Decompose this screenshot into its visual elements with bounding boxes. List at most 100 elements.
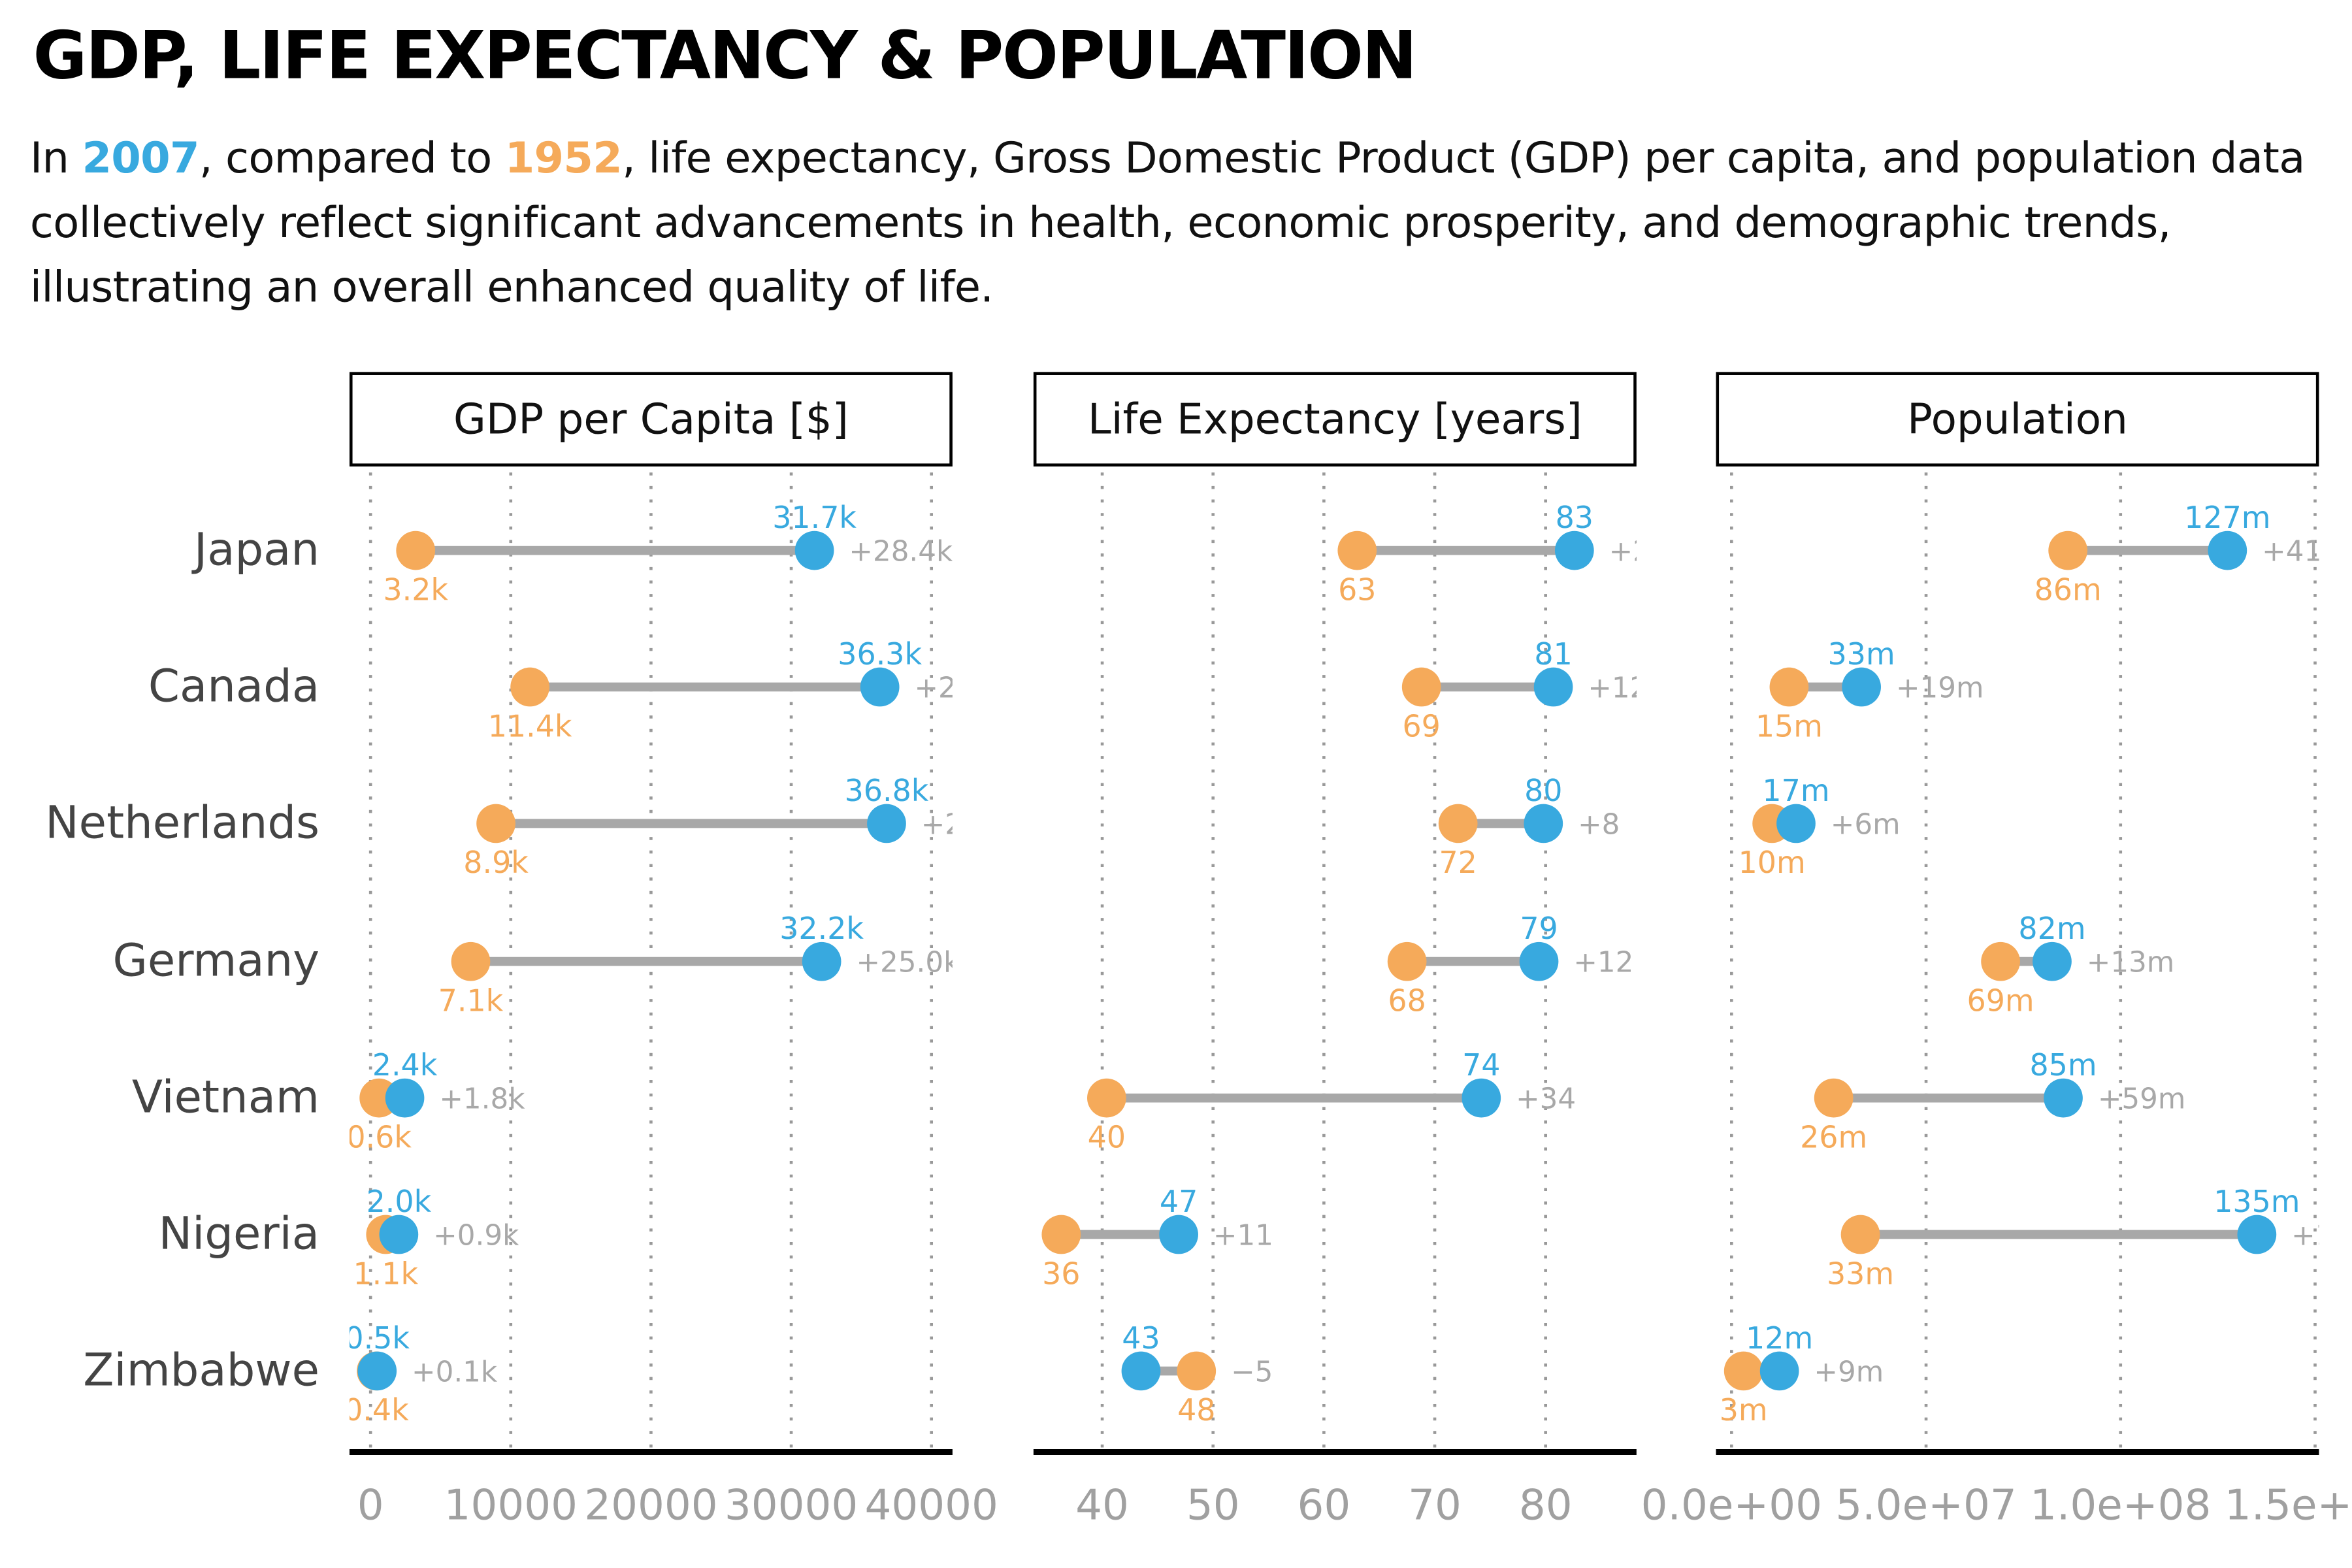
delta-label: +11 bbox=[1213, 1220, 1273, 1252]
value-label-2007: 36.8k bbox=[845, 773, 929, 808]
dot-1952 bbox=[1387, 941, 1427, 981]
delta-label: +41m bbox=[2262, 536, 2350, 568]
value-label-2007: 36.3k bbox=[838, 636, 922, 672]
dot-2007 bbox=[379, 1215, 419, 1254]
x-tick-label: 80 bbox=[1519, 1481, 1573, 1530]
panel-title-gdp: GDP per Capita [$] bbox=[349, 372, 953, 467]
dot-1952 bbox=[1840, 1215, 1880, 1254]
value-label-2007: 33m bbox=[1828, 636, 1895, 672]
delta-label: +20 bbox=[1609, 536, 1669, 568]
delta-label: +25.0k bbox=[856, 947, 960, 979]
panel-title-population: Population bbox=[1716, 372, 2319, 467]
delta-label: +102m bbox=[2291, 1220, 2352, 1252]
value-label-2007: 127m bbox=[2184, 500, 2270, 535]
value-label-2007: 32.2k bbox=[779, 911, 864, 946]
country-label: Nigeria bbox=[158, 1208, 320, 1261]
country-label: Germany bbox=[112, 935, 320, 988]
value-label-2007: 81 bbox=[1534, 636, 1572, 672]
x-tick-label: 40 bbox=[1075, 1481, 1129, 1530]
dot-1952 bbox=[1981, 941, 2020, 981]
x-tick-label: 0.0e+00 bbox=[1641, 1481, 1822, 1530]
value-label-1952: 1.1k bbox=[353, 1256, 418, 1291]
dot-2007 bbox=[1519, 941, 1559, 981]
delta-label: +6m bbox=[1831, 809, 1901, 841]
delta-label: +27.9k bbox=[921, 809, 1026, 841]
delta-label: +0.1k bbox=[412, 1356, 498, 1389]
year-2007-label: 2007 bbox=[82, 133, 199, 184]
value-label-2007: 47 bbox=[1160, 1184, 1198, 1219]
value-label-2007: 135m bbox=[2213, 1184, 2300, 1219]
subtitle-text: , compared to bbox=[199, 133, 505, 184]
delta-label: +25.0k bbox=[914, 672, 1019, 705]
subtitle-text: In bbox=[29, 133, 82, 184]
delta-label: +13m bbox=[2087, 947, 2175, 979]
value-label-1952: 0.4k bbox=[344, 1392, 409, 1428]
value-label-1952: 69m bbox=[1967, 983, 2034, 1018]
dot-1952 bbox=[1337, 531, 1377, 570]
delta-label: +19m bbox=[1896, 672, 1984, 705]
delta-label: +12 bbox=[1573, 947, 1633, 979]
dot-2007 bbox=[2208, 531, 2247, 570]
delta-label: +28.4k bbox=[849, 536, 953, 568]
dot-2007 bbox=[1759, 1351, 1799, 1391]
value-label-1952: 40 bbox=[1088, 1119, 1126, 1154]
x-tick-label: 70 bbox=[1408, 1481, 1462, 1530]
value-label-1952: 68 bbox=[1388, 983, 1426, 1018]
dot-1952 bbox=[476, 804, 515, 843]
chart-subtitle: In 2007, compared to 1952, life expectan… bbox=[30, 126, 2340, 319]
dot-1952 bbox=[1723, 1351, 1763, 1391]
value-label-1952: 15m bbox=[1756, 708, 1823, 743]
dot-1952 bbox=[1438, 804, 1478, 843]
value-label-1952: 36 bbox=[1042, 1256, 1080, 1291]
dot-2007 bbox=[1159, 1215, 1198, 1254]
value-label-1952: 11.4k bbox=[488, 708, 572, 743]
value-label-1952: 8.9k bbox=[463, 845, 529, 880]
x-tick-label: 40000 bbox=[864, 1481, 998, 1530]
value-label-2007: 79 bbox=[1520, 911, 1558, 946]
panel-1: 83 63 +20 81 69 +12 80 72 +8 79 68 +12 74 40 +34 47 36 +1… bbox=[1041, 472, 1669, 1452]
delta-label: +0.9k bbox=[433, 1220, 519, 1252]
x-tick-label: 30000 bbox=[725, 1481, 858, 1530]
dot-1952 bbox=[1041, 1215, 1081, 1254]
delta-label: +1.8k bbox=[439, 1083, 525, 1116]
value-label-1952: 69 bbox=[1402, 708, 1440, 743]
x-tick-label: 5.0e+07 bbox=[1835, 1481, 2016, 1530]
dot-1952 bbox=[1177, 1351, 1217, 1391]
value-label-1952: 0.6k bbox=[346, 1119, 412, 1154]
value-label-2007: 31.7k bbox=[772, 500, 857, 535]
panel-2: 127m 86m +41m 33m 15m +19m 17m 10m +6m 82m 69m +13m… bbox=[1720, 472, 2352, 1452]
dot-2007 bbox=[385, 1078, 425, 1118]
dot-2007 bbox=[357, 1351, 397, 1391]
dot-1952 bbox=[1814, 1078, 1854, 1118]
value-label-2007: 74 bbox=[1462, 1047, 1500, 1083]
dot-2007 bbox=[867, 804, 906, 843]
value-label-1952: 63 bbox=[1338, 572, 1376, 607]
country-label: Vietnam bbox=[131, 1071, 320, 1124]
dot-2007 bbox=[1121, 1351, 1161, 1391]
value-label-1952: 26m bbox=[1800, 1119, 1867, 1154]
value-label-2007: 43 bbox=[1122, 1320, 1160, 1356]
dot-2007 bbox=[860, 667, 900, 707]
dot-2007 bbox=[1842, 667, 1881, 707]
country-label: Zimbabwe bbox=[83, 1345, 320, 1397]
value-label-1952: 7.1k bbox=[438, 983, 504, 1018]
chart-title: GDP, LIFE EXPECTANCY & POPULATION bbox=[33, 18, 1418, 95]
dot-1952 bbox=[2048, 531, 2088, 570]
value-label-1952: 86m bbox=[2034, 572, 2102, 607]
x-tick-label: 50 bbox=[1186, 1481, 1240, 1530]
value-label-1952: 72 bbox=[1439, 845, 1477, 880]
x-tick-label: 60 bbox=[1297, 1481, 1350, 1530]
delta-label: +34 bbox=[1516, 1083, 1576, 1116]
value-label-1952: 3.2k bbox=[383, 572, 448, 607]
dot-1952 bbox=[1401, 667, 1441, 707]
value-label-2007: 82m bbox=[2018, 911, 2085, 946]
x-tick-label: 1.0e+08 bbox=[2030, 1481, 2211, 1530]
x-tick-label: 20000 bbox=[584, 1481, 717, 1530]
delta-label: +59m bbox=[2098, 1083, 2186, 1116]
dot-2007 bbox=[1776, 804, 1816, 843]
value-label-2007: 2.4k bbox=[372, 1047, 438, 1083]
dot-2007 bbox=[802, 941, 841, 981]
dot-2007 bbox=[1554, 531, 1594, 570]
